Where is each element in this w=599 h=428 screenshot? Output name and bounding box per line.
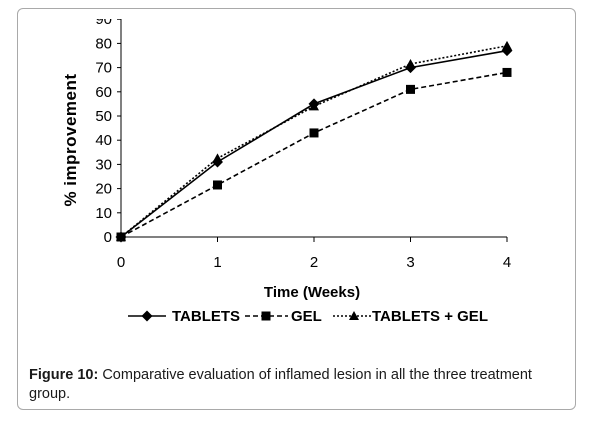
y-axis-title: % improvement	[61, 73, 80, 206]
series-line-gel	[120, 71, 508, 238]
data-point-gel	[406, 84, 415, 94]
data-point-gel	[213, 180, 222, 190]
data-point-gel	[502, 67, 512, 77]
x-tick-label: 4	[503, 254, 511, 271]
caption-text: Comparative evaluation of inflamed lesio…	[29, 367, 532, 402]
caption-label: Figure 10:	[29, 367, 99, 383]
x-tick-label: 0	[117, 254, 125, 271]
legend-label-tablets-gel: TABLETS + GEL	[372, 308, 488, 325]
data-point-tablets-gel	[116, 232, 126, 241]
y-tick-label: 60	[95, 84, 112, 101]
series-gel	[116, 67, 512, 242]
data-point-tablets-gel	[212, 153, 223, 163]
y-tick-label: 10	[95, 205, 112, 222]
y-tick-label: 0	[104, 229, 112, 246]
y-tick-label: 80	[95, 35, 112, 52]
chart-legend: TABLETS GEL TABLETS + GEL	[128, 308, 488, 325]
legend-marker-gel	[261, 311, 271, 321]
series-line-tablets-gel	[120, 45, 508, 238]
data-point-tablets-gel	[405, 58, 416, 68]
y-tick-label: 70	[95, 60, 112, 77]
legend-marker-tablets	[141, 310, 153, 322]
series-tablets	[115, 45, 513, 243]
legend-item-tablets-gel: TABLETS + GEL	[333, 308, 488, 325]
legend-label-gel: GEL	[291, 308, 322, 325]
x-axis-title: Time (Weeks)	[264, 284, 360, 301]
x-tick-label: 3	[406, 254, 414, 271]
y-tick-label: 20	[95, 181, 112, 198]
y-tick-label: 40	[95, 132, 112, 149]
chart-series	[115, 40, 513, 243]
data-point-gel	[309, 128, 319, 138]
y-tick-label: 50	[95, 108, 112, 125]
figure-caption: Figure 10: Comparative evaluation of inf…	[29, 366, 569, 404]
data-point-tablets-gel	[502, 40, 512, 50]
legend-label-tablets: TABLETS	[172, 308, 240, 325]
line-chart: 0 10 20 30 40 50 60 70 80 90 0 1 2 3 4 % improvement T…	[61, 11, 513, 325]
x-tick-label: 1	[213, 254, 221, 271]
figure-frame	[17, 8, 576, 410]
legend-marker-tablets-gel	[349, 311, 359, 320]
series-tablets-gel	[116, 40, 512, 241]
legend-item-gel: GEL	[245, 308, 322, 325]
y-tick-label: 30	[95, 156, 112, 173]
axes-clipped: 0 10 20 30 40 50 60 70 80 90 0 1 2 3 4	[95, 11, 511, 271]
data-point-tablets-gel	[309, 101, 319, 111]
legend-item-tablets: TABLETS	[128, 308, 240, 325]
chart-axes: 0 10 20 30 40 50 60 70 80 90 0 1 2 3 4	[95, 11, 511, 271]
y-tick-label: 90	[95, 11, 112, 28]
x-tick-label: 2	[310, 254, 318, 271]
series-line-tablets	[120, 49, 508, 238]
